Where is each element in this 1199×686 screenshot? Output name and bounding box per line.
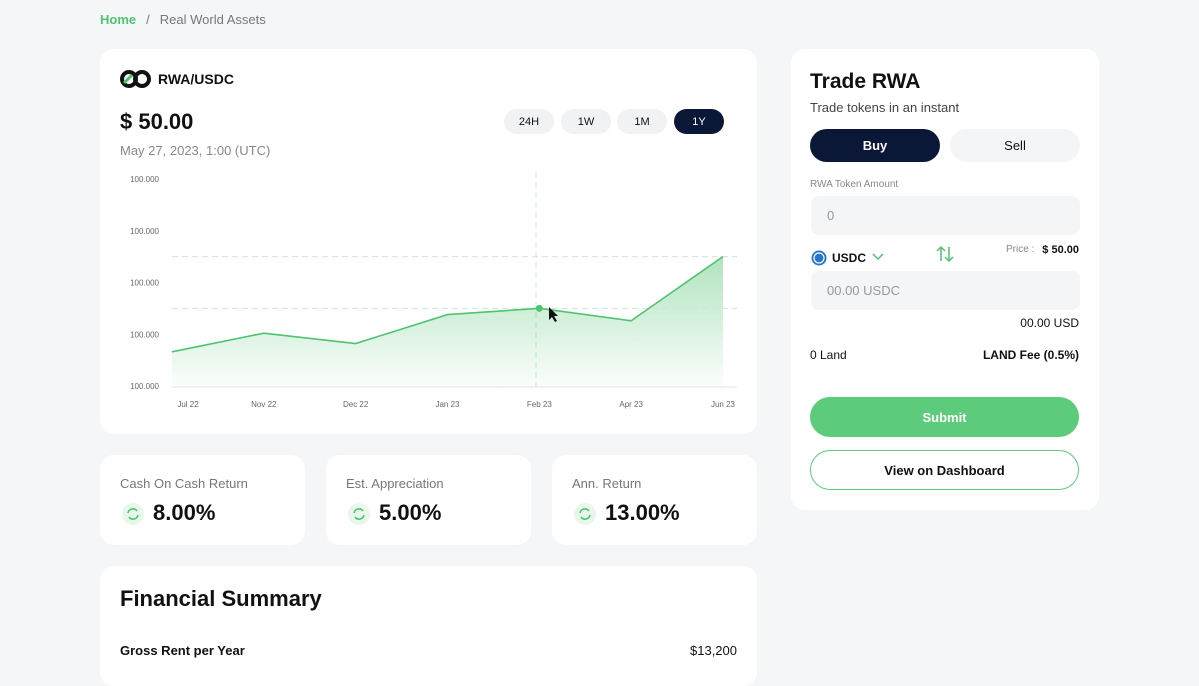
sell-button[interactable]: Sell bbox=[950, 129, 1080, 162]
usd-value: 00.00 USD bbox=[1020, 316, 1079, 330]
section-title: Financial Summary bbox=[120, 586, 322, 611]
price: $ 50.00 bbox=[120, 109, 194, 134]
usdc-input[interactable]: 00.00 USDC bbox=[811, 271, 1080, 310]
range-button[interactable]: 1M bbox=[617, 109, 667, 134]
stat-label: Est. Appreciation bbox=[346, 476, 444, 491]
breadcrumb-home[interactable]: Home bbox=[100, 12, 137, 27]
icon bbox=[574, 503, 596, 525]
field-label: RWA Token Amount bbox=[810, 179, 899, 190]
submit-button[interactable]: Submit bbox=[810, 397, 1079, 437]
amount-input[interactable]: 0 bbox=[811, 196, 1080, 235]
trade-title: Trade RWA bbox=[810, 70, 921, 93]
stat-label: Ann. Return bbox=[572, 476, 642, 491]
breadcrumb-current: Real World Assets bbox=[159, 12, 266, 27]
stat-value: 5.00% bbox=[379, 500, 442, 525]
stat-value: 13.00% bbox=[605, 500, 680, 525]
fee: LAND Fee (0.5%) bbox=[982, 348, 1079, 362]
chart-card: RWA/USDC $ 50.00 May 27, 2023, 1:00 (UTC… bbox=[100, 49, 757, 434]
buy-button[interactable]: Buy bbox=[810, 129, 940, 162]
stat-card: Cash On Cash Return 8.00% bbox=[100, 455, 305, 545]
trade-subtitle: Trade tokens in an instant bbox=[810, 100, 960, 115]
price-value: $ 50.00 bbox=[1042, 244, 1079, 256]
stat-label: Cash On Cash Return bbox=[120, 476, 248, 491]
range-button[interactable]: 1W bbox=[561, 109, 611, 134]
stat-card: Est. Appreciation 5.00% bbox=[326, 455, 531, 545]
dashboard-button[interactable]: View on Dashboard bbox=[810, 450, 1079, 490]
date: May 27, 2023, 1:00 (UTC) bbox=[120, 143, 271, 158]
range-button[interactable]: 24H bbox=[504, 109, 554, 134]
separator: / bbox=[146, 12, 150, 27]
pair: RWA/USDC bbox=[158, 71, 234, 87]
stat-card: Ann. Return 13.00% bbox=[552, 455, 757, 545]
icon bbox=[122, 503, 144, 525]
currency-select[interactable]: USDC bbox=[832, 251, 867, 265]
land-amount: 0 Land bbox=[810, 348, 847, 362]
stat-value: 8.00% bbox=[153, 500, 216, 525]
usdc-icon bbox=[811, 250, 827, 266]
icon bbox=[348, 503, 370, 525]
row-value: $13,200 bbox=[690, 643, 737, 658]
chevron[interactable] bbox=[872, 253, 884, 261]
breadcrumb: Home / Real World Assets bbox=[100, 12, 266, 27]
price-label: Price : bbox=[1006, 244, 1035, 255]
financial-card: Financial Summary Gross Rent per Year $1… bbox=[100, 566, 757, 686]
page: Home / Real World Assets RWA/USDC $ 50.00 … bbox=[100, 12, 1099, 658]
range-button[interactable]: 1Y bbox=[674, 109, 724, 134]
logo bbox=[120, 70, 151, 88]
trade-card: Trade RWA Trade tokens in an instant Buy… bbox=[791, 49, 1099, 510]
row-label: Gross Rent per Year bbox=[120, 643, 245, 658]
swap-icon[interactable] bbox=[935, 245, 955, 263]
